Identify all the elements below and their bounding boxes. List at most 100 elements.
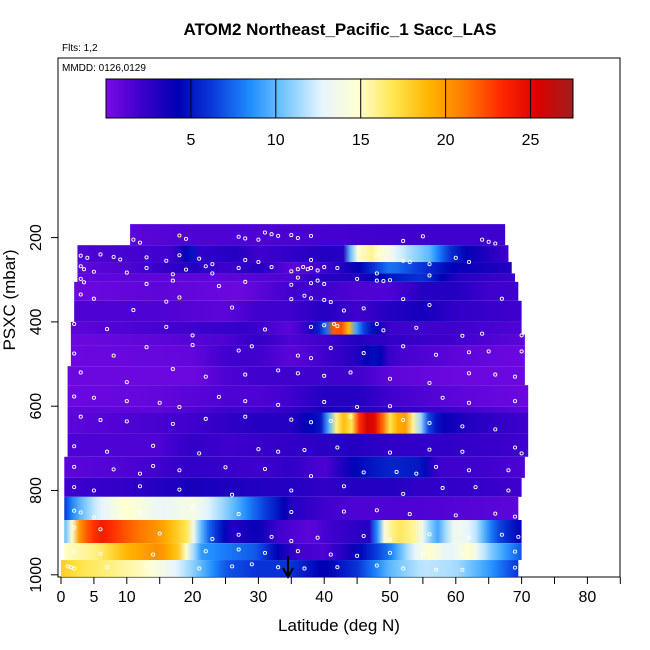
sample-point [440,485,445,491]
sample-point [322,265,327,270]
sample-point [243,372,248,377]
sample-point [355,553,360,558]
x-tick-label: 60 [447,589,465,606]
sample-point [78,292,83,297]
sample-point [269,265,274,270]
sample-point [190,343,195,348]
sample-point [243,414,248,419]
sample-point [516,534,521,539]
sample-point [289,233,294,238]
latitude-marker-arrow [282,556,294,580]
sample-point [322,373,327,378]
sample-point [335,324,340,329]
x-tick-label: 30 [250,589,268,606]
sample-point [111,254,116,260]
sample-point [157,531,162,536]
sample-point [210,536,215,542]
heatmap-layer [64,543,522,561]
dates-note: MMDD: 0126,0129 [62,63,146,74]
heatmap-layer [67,433,529,457]
colorbar-tick-label: 5 [186,132,195,149]
sample-point [183,267,189,272]
sample-point [335,265,340,270]
sample-point [262,550,268,555]
sample-point [427,302,432,308]
sample-point [289,282,294,287]
sample-point [236,547,241,552]
sample-point [387,376,393,381]
sample-point [407,259,412,265]
sample-point [289,488,294,493]
sample-point [374,508,379,513]
sample-point [361,533,366,539]
sample-point [427,421,432,426]
sample-points [65,230,524,572]
sample-point [190,505,195,510]
sample-point [466,371,472,376]
sample-point [111,353,116,358]
sample-point [78,264,83,269]
x-tick-label: 80 [579,589,597,606]
sample-point [295,267,300,272]
sample-point [401,258,406,263]
sample-point [308,296,314,301]
y-tick-label: 200 [28,224,45,251]
sample-point [387,278,393,283]
sample-point [262,230,268,235]
sample-point [322,297,327,303]
sample-point [328,345,333,351]
sample-point [124,380,129,385]
sample-point [427,380,432,386]
sample-point [302,447,307,453]
sample-point [322,323,327,328]
x-axis: 0 5 10 20 30 40 50 60 70 80 [57,577,621,606]
sample-point [427,447,432,452]
sample-point [276,368,281,373]
sample-point [407,512,412,517]
sample-point [414,471,419,476]
colorbar-gradient [105,78,574,119]
sample-point [236,532,241,537]
sample-point [164,258,169,263]
sample-point [427,273,432,278]
sample-point [256,259,261,265]
x-tick-label: 10 [118,589,136,606]
sample-point [387,550,393,555]
sample-point [493,427,498,432]
sample-point [170,272,175,277]
sample-point [230,564,235,569]
sample-point [512,549,518,554]
sample-point [374,254,379,259]
heatmap-layer [77,262,512,274]
sample-point [210,271,215,276]
heatmap-layer [61,560,519,577]
sample-point [460,551,465,556]
heatmap-layer [67,412,529,434]
sample-point [466,400,472,405]
sample-point [236,348,241,353]
sample-point [401,491,406,496]
sample-point [243,279,248,284]
sample-point [230,492,235,497]
sample-point [519,349,524,354]
sample-point [137,471,143,476]
sample-point [203,374,208,379]
sample-point [151,443,156,448]
colorbar-ticks: 5 10 15 20 25 [186,79,540,149]
sample-point [276,565,281,570]
sample-point [183,236,189,241]
sample-point [105,449,110,454]
sample-point [72,525,77,530]
sample-point [243,236,248,241]
colorbar-tick-label: 25 [522,132,540,149]
sample-point [460,449,465,454]
sample-point [381,328,386,333]
sample-point [164,324,169,330]
sample-point [434,352,439,357]
sample-point [512,374,518,379]
sample-point [91,395,96,400]
sample-point [341,484,346,489]
sample-point [420,552,425,557]
heatmap-layer [74,281,519,301]
sample-point [151,552,156,557]
